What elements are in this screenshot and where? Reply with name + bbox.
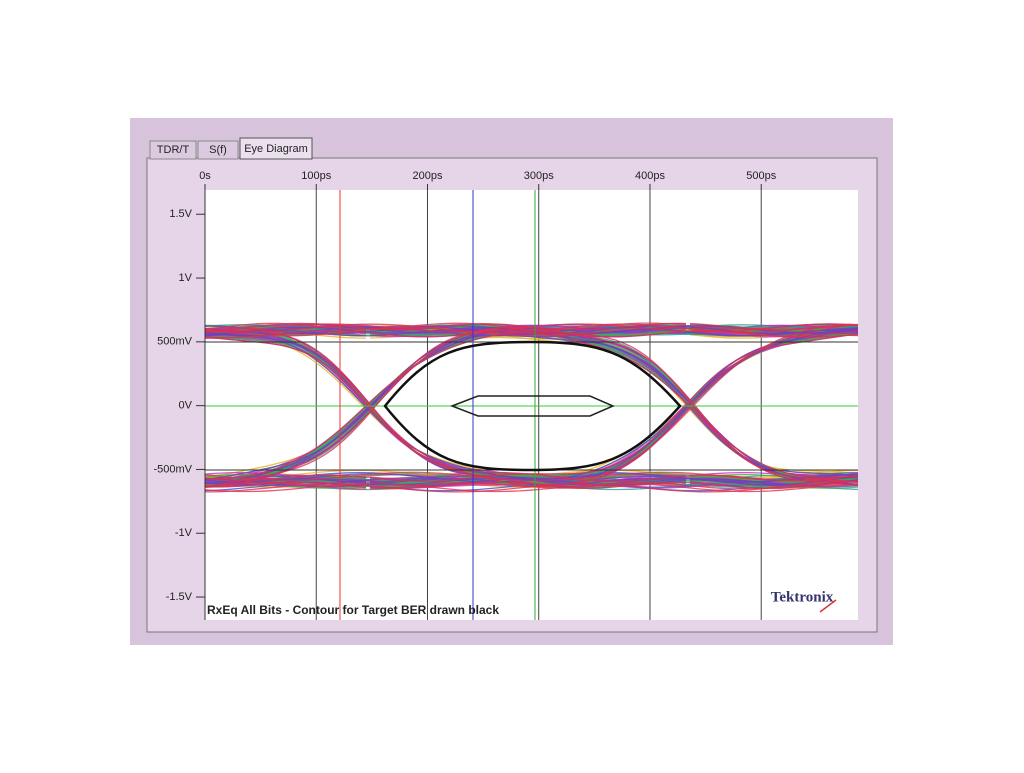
trace xyxy=(205,327,687,489)
tab[interactable] xyxy=(149,140,197,160)
y-tick-label: -500mV xyxy=(153,463,192,475)
brand-mark xyxy=(819,599,837,613)
tab-label[interactable]: Eye Diagram xyxy=(244,143,308,155)
trace xyxy=(205,322,687,487)
tab-active[interactable] xyxy=(239,137,313,160)
trace xyxy=(205,327,858,337)
trace xyxy=(369,322,858,483)
x-tick-label: 100ps xyxy=(301,170,331,182)
trace xyxy=(689,476,858,484)
trace xyxy=(205,473,858,483)
trace xyxy=(205,482,858,493)
x-tick-label: 0s xyxy=(199,170,211,182)
trace xyxy=(205,322,367,331)
trace xyxy=(205,475,367,483)
ber-contour xyxy=(383,340,682,472)
trace xyxy=(205,481,366,490)
y-tick-label: 1.5V xyxy=(169,208,192,220)
trace xyxy=(689,330,858,337)
trace xyxy=(369,326,858,479)
x-tick-label: 400ps xyxy=(635,170,665,182)
x-tick-label: 500ps xyxy=(746,170,776,182)
trace xyxy=(689,480,858,490)
trace xyxy=(689,476,858,486)
trace xyxy=(205,481,367,489)
tab[interactable] xyxy=(197,140,239,160)
trace xyxy=(689,330,858,338)
trace xyxy=(205,323,858,333)
y-tick-label: 1V xyxy=(179,272,193,284)
trace xyxy=(205,471,858,481)
trace xyxy=(205,330,367,339)
trace xyxy=(205,478,367,485)
tab-label[interactable]: S(f) xyxy=(209,144,227,156)
trace xyxy=(205,322,687,489)
trace xyxy=(689,481,858,490)
trace xyxy=(369,324,858,490)
tab-label[interactable]: TDR/T xyxy=(157,144,190,156)
trace xyxy=(689,323,858,330)
trace xyxy=(689,474,858,482)
x-tick-label: 200ps xyxy=(412,170,442,182)
plot-area xyxy=(205,190,858,620)
trace xyxy=(689,325,858,333)
mask xyxy=(449,395,615,417)
y-tick-label: -1.5V xyxy=(166,591,193,603)
trace xyxy=(689,324,858,332)
trace xyxy=(205,474,367,482)
trace xyxy=(205,322,367,333)
y-tick-label: -1V xyxy=(175,527,193,539)
caption: RxEq All Bits - Contour for Target BER d… xyxy=(207,603,499,617)
trace xyxy=(369,333,858,482)
y-tick-label: 0V xyxy=(179,400,193,412)
y-tick-label: 500mV xyxy=(157,336,193,348)
x-tick-label: 300ps xyxy=(524,170,554,182)
trace xyxy=(369,331,858,479)
trace xyxy=(205,323,858,333)
trace xyxy=(689,474,858,483)
trace xyxy=(689,322,858,331)
brand: Tektronix xyxy=(771,589,834,605)
trace xyxy=(205,329,366,337)
